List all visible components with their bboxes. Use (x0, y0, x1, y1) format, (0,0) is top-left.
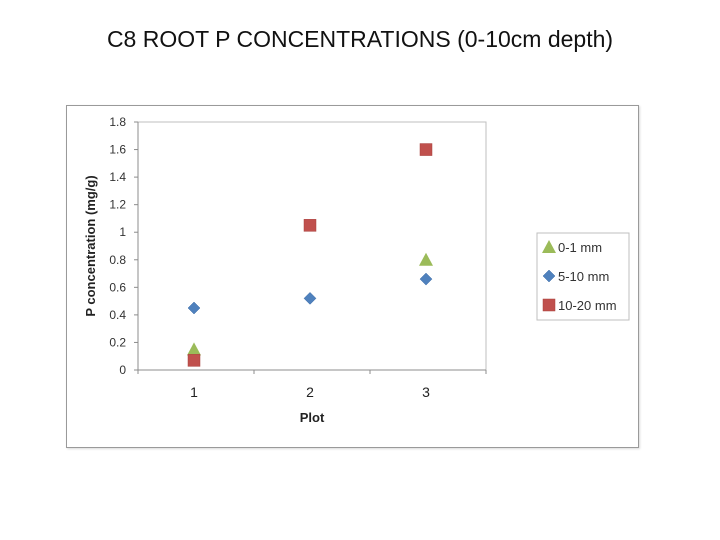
y-tick-label: 1 (119, 225, 126, 239)
legend-label: 5-10 mm (558, 269, 609, 284)
x-axis-label: Plot (300, 410, 325, 425)
x-tick-label: 3 (422, 384, 430, 400)
y-tick-label: 0.8 (109, 253, 126, 267)
data-point-square (187, 354, 201, 367)
y-axis-label: P concentration (mg/g) (83, 175, 98, 316)
y-tick-label: 0 (119, 363, 126, 377)
plot-area (137, 121, 487, 371)
legend-label: 10-20 mm (558, 298, 617, 313)
data-point-diamond (187, 301, 201, 315)
legend-marker-triangle (542, 240, 556, 253)
y-tick-label: 0.2 (109, 335, 126, 349)
x-tick-label: 1 (190, 384, 198, 400)
data-point-square (419, 143, 433, 156)
y-tick-label: 1.4 (109, 170, 126, 184)
legend-marker-diamond (542, 269, 556, 283)
y-tick-label: 1.2 (109, 198, 126, 212)
y-tick-label: 1.8 (109, 115, 126, 129)
y-tick-label: 1.6 (109, 143, 126, 157)
x-tick-label: 2 (306, 384, 314, 400)
legend-marker-square (542, 298, 556, 312)
data-point-triangle (419, 252, 433, 266)
slide-title: C8 ROOT P CONCENTRATIONS (0-10cm depth) (106, 26, 614, 52)
legend-label: 0-1 mm (558, 240, 602, 255)
data-point-triangle (187, 342, 201, 356)
data-point-diamond (419, 272, 433, 286)
data-point-diamond (303, 292, 317, 305)
y-tick-label: 0.4 (109, 308, 126, 322)
y-tick-label: 0.6 (109, 280, 126, 294)
data-point-square (303, 219, 317, 232)
